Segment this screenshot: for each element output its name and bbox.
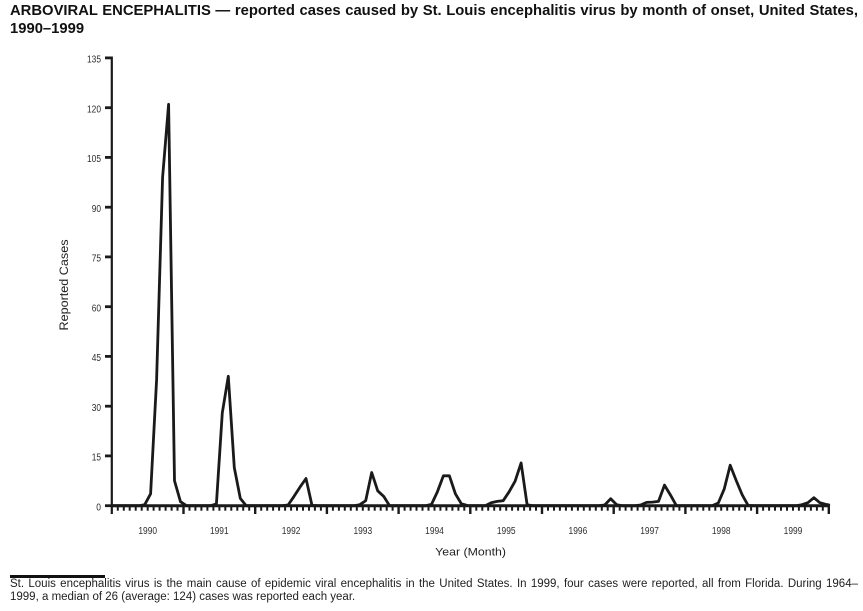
svg-text:Year (Month): Year (Month) xyxy=(435,546,506,558)
svg-text:1996: 1996 xyxy=(569,526,588,537)
svg-text:60: 60 xyxy=(92,303,102,314)
svg-text:1994: 1994 xyxy=(425,526,444,537)
svg-text:1998: 1998 xyxy=(712,526,731,537)
svg-text:90: 90 xyxy=(92,204,102,215)
svg-text:0: 0 xyxy=(96,502,101,513)
svg-text:1997: 1997 xyxy=(640,526,659,537)
svg-text:1992: 1992 xyxy=(282,526,301,537)
svg-text:1993: 1993 xyxy=(353,526,372,537)
svg-text:75: 75 xyxy=(92,254,102,265)
svg-text:1990: 1990 xyxy=(138,526,157,537)
svg-text:Reported Cases: Reported Cases xyxy=(57,240,71,331)
svg-text:30: 30 xyxy=(92,403,102,414)
svg-text:120: 120 xyxy=(87,104,101,115)
svg-text:105: 105 xyxy=(87,154,101,165)
svg-text:1991: 1991 xyxy=(210,526,229,537)
svg-text:1995: 1995 xyxy=(497,526,516,537)
svg-text:135: 135 xyxy=(87,55,101,66)
svg-text:15: 15 xyxy=(92,453,102,464)
svg-text:1999: 1999 xyxy=(784,526,803,537)
svg-text:45: 45 xyxy=(92,353,102,364)
